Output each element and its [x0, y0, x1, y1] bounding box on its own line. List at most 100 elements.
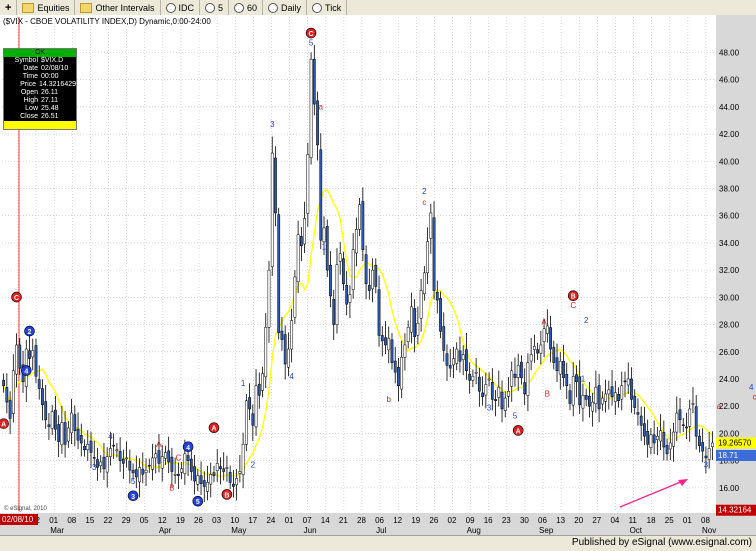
candle-body: [138, 467, 141, 483]
current-price-bottom: 18.71: [718, 451, 739, 460]
candle-body: [458, 350, 462, 362]
candle-body: [584, 395, 588, 400]
toolbar-60[interactable]: 60: [229, 0, 264, 15]
toolbar-5[interactable]: 5: [200, 0, 230, 15]
month-label: Apr: [159, 526, 172, 535]
candle-body: [500, 391, 504, 410]
candle-body: [280, 330, 284, 340]
x-tick-label: 30: [520, 516, 529, 525]
candle-body: [102, 456, 106, 470]
candle-body: [575, 374, 578, 382]
folder-icon: [80, 2, 93, 13]
candle-body: [529, 354, 533, 362]
x-tick-label: 25: [665, 516, 674, 525]
candle-body: [206, 482, 209, 492]
wave-label: 1: [241, 379, 246, 388]
data-value: 14.3216429: [39, 81, 76, 88]
candle-body: [160, 456, 164, 469]
candle-body: [623, 380, 627, 383]
candle-body: [31, 350, 35, 358]
candle-body: [157, 450, 161, 464]
candle-body: [439, 298, 442, 332]
candle-body: [257, 383, 261, 396]
toolbar-idc[interactable]: IDC: [161, 0, 200, 15]
wave-label-circle: [11, 291, 22, 303]
candle-body: [707, 448, 711, 460]
toolbar-other-intervals[interactable]: Other Intervals: [75, 0, 161, 15]
data-row: Date 02/08/10: [4, 65, 76, 73]
candle-body: [494, 399, 497, 402]
candle-body: [199, 475, 203, 485]
candle-body: [270, 152, 274, 268]
y-tick-label: 30.00: [719, 293, 740, 302]
candle-body: [620, 385, 624, 400]
candle-body: [306, 154, 310, 214]
candle-body: [516, 365, 520, 378]
candle-body: [193, 466, 196, 482]
wave-label: 2: [251, 460, 256, 469]
wave-label: C: [14, 295, 19, 302]
candle-body: [186, 455, 190, 461]
wave-label: c: [752, 392, 756, 401]
toolbar-item-label: 60: [247, 2, 258, 13]
month-label: Jun: [304, 526, 317, 535]
toolbar-tick[interactable]: Tick: [307, 0, 348, 15]
candle-body: [2, 380, 6, 387]
candle-body: [299, 236, 303, 246]
candle-body: [639, 415, 643, 426]
candle-body: [403, 344, 407, 358]
candle-body: [364, 254, 368, 284]
cursor-date: 02/08/10: [2, 515, 34, 524]
x-tick-label: 12: [393, 516, 402, 525]
candle-body: [128, 460, 132, 471]
month-label: Oct: [630, 526, 643, 535]
toolbar-add-button[interactable]: +: [0, 0, 18, 15]
candle-body: [710, 442, 714, 448]
chart-area[interactable]: C24A4353AC4B5AB1234C5a1b2c345AABBC213ab4…: [0, 15, 756, 535]
toolbar-daily[interactable]: Daily: [263, 0, 308, 15]
candle-body: [348, 294, 352, 303]
x-tick-label: 15: [85, 516, 94, 525]
x-tick-label: 19: [176, 516, 185, 525]
candle-body: [183, 453, 187, 474]
toolbar-item-label: Tick: [325, 2, 342, 13]
toolbar-item-label: IDC: [178, 2, 195, 13]
wave-label: B: [545, 390, 550, 399]
candle-body: [115, 449, 119, 452]
month-label: Aug: [467, 526, 481, 535]
x-tick-label: 22: [104, 516, 113, 525]
y-tick-label: 44.00: [719, 103, 740, 112]
interval-icon: [165, 2, 176, 13]
y-tick-label: 40.00: [719, 157, 740, 166]
plus-icon: +: [5, 1, 12, 14]
candle-body: [351, 249, 355, 290]
candle-body: [419, 290, 423, 319]
candle-body: [225, 467, 229, 469]
vix-chart[interactable]: C24A4353AC4B5AB1234C5a1b2c345AABBC213ab4…: [0, 15, 756, 535]
candle-body: [180, 468, 184, 473]
candle-body: [536, 349, 540, 354]
wave-label: 4: [749, 383, 754, 392]
candle-body: [678, 409, 682, 421]
candle-body: [594, 386, 598, 405]
candle-body: [432, 217, 436, 291]
data-row: Time 00:00: [4, 73, 76, 81]
candle-body: [465, 349, 468, 372]
candle-body: [542, 328, 546, 342]
y-tick-label: 48.00: [719, 48, 740, 57]
candle-body: [532, 346, 536, 350]
toolbar-equities[interactable]: Equities: [17, 0, 76, 15]
x-tick-label: 02: [448, 516, 457, 525]
data-value: 25.48: [41, 105, 59, 112]
candle-body: [164, 452, 167, 459]
wave-label: 5: [309, 39, 314, 48]
candle-body: [5, 387, 9, 403]
candle-body: [287, 348, 290, 368]
candle-body: [400, 356, 404, 390]
wave-label: C: [175, 454, 181, 463]
wave-label: b: [387, 395, 392, 404]
x-tick-label: 19: [411, 516, 420, 525]
data-row: Symbol $VIX.D: [4, 57, 76, 65]
candle-body: [99, 461, 103, 467]
data-value: 26.11: [41, 89, 58, 96]
